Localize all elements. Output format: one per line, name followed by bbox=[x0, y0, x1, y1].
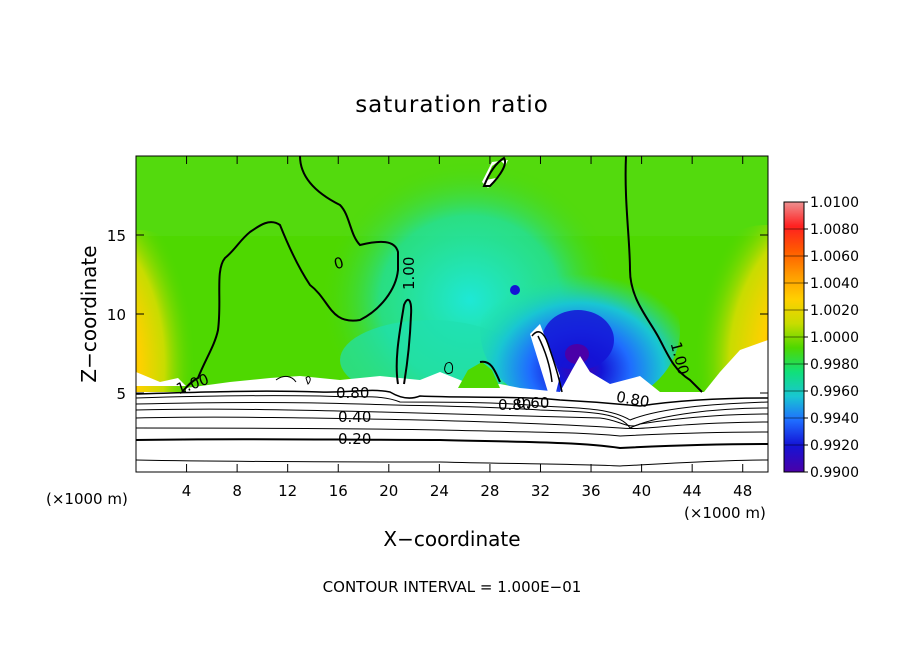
colorbar-label: 1.0000 bbox=[810, 330, 859, 346]
blue-core bbox=[542, 310, 614, 370]
contour-line bbox=[136, 389, 768, 407]
contour-line bbox=[136, 395, 768, 421]
colorbar-label: 0.9940 bbox=[810, 411, 859, 427]
contour-line bbox=[181, 156, 399, 393]
contour-line bbox=[444, 361, 453, 375]
x-tick-label: 28 bbox=[480, 482, 499, 500]
contour-line bbox=[624, 156, 703, 393]
y-tick-label: 10 bbox=[107, 306, 126, 324]
colorbar-label: 0.9920 bbox=[810, 438, 859, 454]
purple-core bbox=[565, 344, 589, 364]
colorbar-label: 1.0020 bbox=[810, 303, 859, 319]
contour-line bbox=[305, 376, 311, 385]
contour-label: 0.80 bbox=[336, 384, 369, 402]
white-plume bbox=[530, 324, 560, 392]
contour-line bbox=[531, 331, 563, 393]
contour-line bbox=[136, 427, 768, 437]
contour-line bbox=[395, 298, 413, 385]
colorbar-label: 1.0100 bbox=[810, 195, 859, 211]
contour-label: 0.60 bbox=[516, 394, 549, 412]
green-pocket bbox=[458, 362, 500, 388]
x-tick-label: 48 bbox=[733, 482, 752, 500]
contour-interval-footer: CONTOUR INTERVAL = 1.000E−01 bbox=[323, 578, 582, 596]
contour-line bbox=[136, 438, 768, 450]
contour-lines bbox=[136, 156, 768, 467]
x-tick-label: 4 bbox=[182, 482, 192, 500]
y-axis: 5 10 15 bbox=[107, 227, 768, 403]
contour-line bbox=[136, 408, 768, 427]
contour-line bbox=[136, 402, 768, 429]
contour-line bbox=[275, 375, 297, 383]
x-tick-label: 36 bbox=[581, 482, 600, 500]
contour-label: 0.40 bbox=[338, 408, 371, 426]
white-gap-mid bbox=[560, 356, 660, 392]
contour-line bbox=[479, 360, 501, 383]
blue-dot bbox=[510, 285, 520, 295]
x-tick-label: 20 bbox=[379, 482, 398, 500]
colorbar-label: 1.0080 bbox=[810, 222, 859, 238]
white-gap-left bbox=[136, 372, 186, 386]
colorbar-ticks: 1.0100 1.0080 1.0060 1.0040 1.0020 1.0000 0.99… bbox=[784, 195, 859, 481]
contour-line bbox=[136, 459, 768, 467]
white-gap-right bbox=[704, 340, 768, 392]
colorbar: 1.0100 1.0080 1.0060 1.0040 1.0020 1.0000 0.99… bbox=[783, 195, 859, 481]
contour-label: 0 bbox=[332, 253, 346, 273]
plot-area bbox=[136, 156, 768, 472]
x-tick-label: 44 bbox=[683, 482, 702, 500]
x-unit-label-right: (×1000 m) bbox=[684, 504, 766, 522]
x-tick-label: 8 bbox=[232, 482, 242, 500]
x-tick-label: 24 bbox=[430, 482, 449, 500]
x-tick-label: 32 bbox=[531, 482, 550, 500]
contour-line bbox=[482, 156, 506, 187]
contour-label: 0.20 bbox=[338, 430, 371, 448]
contour-label: 0.80 bbox=[615, 388, 651, 412]
x-tick-label: 16 bbox=[329, 482, 348, 500]
contour-labels: 1.00 1.00 1.00 0 0.80 0.80 0.80 0.60 0.4… bbox=[174, 253, 693, 448]
chart-title: saturation ratio bbox=[355, 92, 549, 118]
colorbar-label: 0.9900 bbox=[810, 465, 859, 481]
x-unit-label-left: (×1000 m) bbox=[46, 490, 128, 508]
lower-white-region bbox=[136, 392, 768, 472]
contour-label: 0.80 bbox=[498, 396, 531, 414]
contour-label: 1.00 bbox=[400, 257, 418, 290]
x-tick-label: 40 bbox=[632, 482, 651, 500]
contour-line bbox=[136, 416, 768, 430]
colorbar-label: 0.9980 bbox=[810, 357, 859, 373]
y-tick-label: 15 bbox=[107, 227, 126, 245]
colorbar-label: 1.0060 bbox=[810, 249, 859, 265]
x-tick-label: 12 bbox=[278, 482, 297, 500]
x-axis: 4 8 12 16 20 24 28 32 36 40 44 48 bbox=[182, 156, 752, 500]
y-axis-title: Z−coordinate bbox=[77, 245, 101, 382]
y-tick-label: 5 bbox=[116, 385, 126, 403]
x-axis-title: X−coordinate bbox=[383, 527, 520, 551]
colorbar-label: 1.0040 bbox=[810, 276, 859, 292]
green-top-blob bbox=[486, 160, 506, 180]
colorbar-label: 0.9960 bbox=[810, 384, 859, 400]
